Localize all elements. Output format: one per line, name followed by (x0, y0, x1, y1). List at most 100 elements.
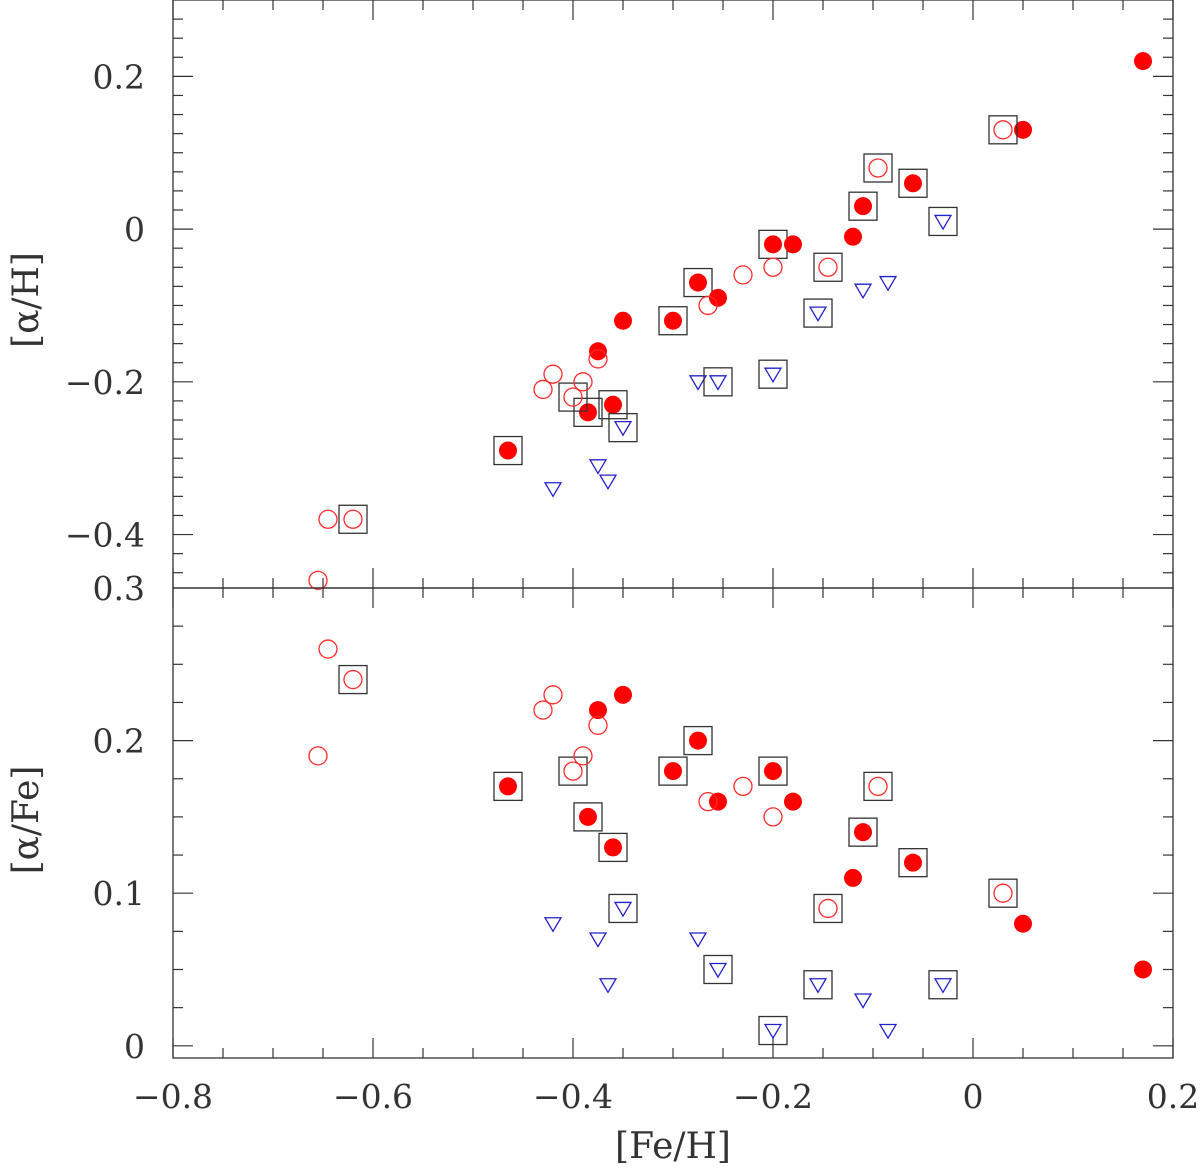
filled-circle-point (844, 868, 862, 887)
triangle-point (598, 474, 618, 490)
open-circle-point (733, 776, 753, 797)
open-circle-point (563, 387, 583, 407)
x-axis-label: [Fe/H] (615, 1126, 731, 1167)
triangle-point (613, 420, 633, 437)
filled-circle-point (614, 311, 632, 330)
triangle-point (543, 917, 563, 933)
filled-circle-point (904, 174, 922, 193)
box-marker (558, 382, 588, 412)
box-marker (758, 359, 788, 389)
box-marker (683, 725, 713, 756)
triangle-point (853, 993, 873, 1009)
filled-circle-point (904, 853, 922, 872)
triangle-point (853, 283, 873, 300)
filled-circle-point (589, 701, 607, 720)
box-marker (493, 435, 523, 466)
triangle-point (708, 375, 728, 391)
y-tick-label: −0.2 (65, 363, 145, 402)
triangle-point (688, 932, 708, 948)
triangle-point (878, 1023, 898, 1040)
box-marker (813, 893, 843, 924)
open-circle-point (343, 509, 363, 529)
top-panel-upper-tick-label: 0.3 (93, 569, 145, 608)
open-circle-point (868, 776, 888, 797)
box-marker (848, 817, 878, 847)
top-y-axis-label: [α/H] (6, 252, 47, 348)
y-tick-label: 0.2 (93, 722, 145, 761)
box-marker (598, 390, 628, 420)
triangle-point (808, 306, 828, 322)
filled-circle-point (664, 311, 682, 330)
filled-circle-point (614, 685, 632, 704)
triangle-point (588, 459, 608, 475)
box-marker (813, 252, 843, 282)
filled-circle-point (689, 731, 707, 750)
filled-circle-point (1134, 52, 1152, 71)
box-marker (573, 397, 603, 428)
filled-circle-point (499, 777, 517, 796)
box-marker (703, 954, 733, 985)
box-marker (573, 802, 603, 832)
box-marker (683, 267, 713, 298)
x-tick-label: −0.4 (533, 1077, 613, 1116)
open-circle-point (533, 379, 553, 400)
open-circle-point (308, 570, 328, 591)
box-marker (338, 664, 368, 695)
filled-circle-point (784, 792, 802, 811)
box-marker (848, 191, 878, 221)
triangle-point (933, 978, 953, 994)
box-marker (338, 504, 368, 534)
box-marker (988, 878, 1018, 908)
y-tick-label: 0.2 (93, 57, 145, 96)
box-marker (703, 367, 733, 397)
top-panel: −0.4 −0.2 0 0.2 (65, 0, 1174, 591)
open-circle-point (763, 807, 783, 827)
box-marker (803, 970, 833, 1000)
filled-circle-point (604, 838, 622, 857)
triangle-point (613, 901, 633, 918)
open-circle-point (588, 349, 608, 369)
triangle-point (588, 932, 608, 948)
open-circle-point (573, 372, 593, 392)
filled-circle-point (844, 227, 862, 246)
plot-frame (172, 0, 1174, 589)
triangle-point (763, 1023, 783, 1040)
triangle-point (878, 275, 898, 292)
filled-circle-point (579, 403, 597, 422)
box-marker (558, 756, 588, 786)
filled-circle-point (1014, 914, 1032, 933)
y-tick-label: 0 (124, 1027, 145, 1066)
box-marker (928, 970, 958, 1000)
filled-circle-point (709, 288, 727, 307)
box-marker (898, 848, 928, 878)
filled-circle-point (689, 273, 707, 292)
triangle-point (708, 962, 728, 979)
box-marker (608, 412, 638, 443)
box-marker (758, 756, 788, 786)
box-marker (863, 771, 893, 802)
box-marker (598, 832, 628, 863)
open-circle-point (318, 509, 338, 529)
open-circle-point (308, 746, 328, 766)
open-circle-point (543, 685, 563, 705)
open-circle-point (543, 364, 563, 384)
filled-circle-point (764, 235, 782, 254)
filled-circle-point (604, 395, 622, 414)
bottom-y-axis-label: [α/Fe] (6, 766, 47, 875)
box-marker (658, 756, 688, 786)
x-tick-label: −0.6 (333, 1077, 413, 1116)
filled-circle-point (499, 441, 517, 460)
box-marker (898, 168, 928, 198)
open-circle-point (868, 158, 888, 178)
plot-frame (172, 587, 1174, 1059)
filled-circle-point (854, 823, 872, 842)
x-tick-label: −0.2 (733, 1077, 813, 1116)
open-circle-point (343, 669, 363, 690)
filled-circle-point (664, 762, 682, 781)
x-tick-label: 0 (963, 1077, 984, 1116)
triangle-point (763, 367, 783, 384)
filled-circle-point (764, 762, 782, 781)
open-circle-point (563, 761, 583, 781)
y-tick-label: −0.4 (65, 516, 145, 555)
